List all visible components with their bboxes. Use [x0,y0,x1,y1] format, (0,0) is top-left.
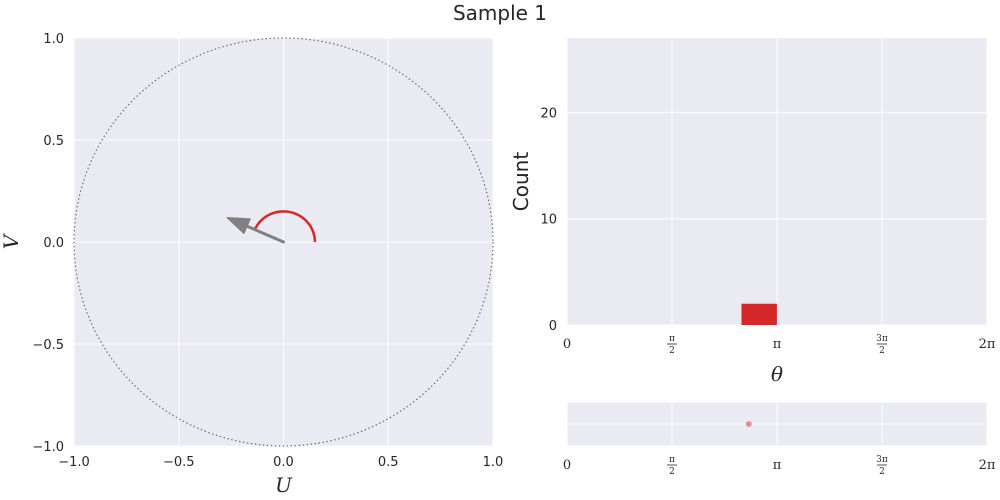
strip-point [745,421,752,427]
figure-title: Sample 1 [453,1,547,25]
vector-plot-y-tick-label: 1.0 [43,32,64,47]
strip-x-tick-label: π [773,458,782,473]
histogram-y-tick-label: 10 [540,213,557,228]
strip-x-tick-label-numerator: 3π [876,455,888,465]
vector-plot-x-tick-label: −0.5 [163,455,195,470]
strip-x-tick-label-denominator: 2 [669,467,675,477]
histogram-x-tick-label: 2π [979,337,996,352]
vector-arrow-shaft [245,224,285,244]
vector-plot-y-tick-label: −1.0 [32,440,64,455]
vector-arrow-head [226,217,251,235]
strip-x-tick-label-denominator: 2 [879,467,885,477]
histogram-y-tick-label: 0 [549,319,557,334]
strip-x-tick-label: π2 [667,455,677,477]
histogram-x-tick-label-numerator: π [669,334,675,344]
vector-plot-y-tick-label: −0.5 [32,338,64,353]
histogram-y-tick-label: 20 [540,106,557,121]
histogram-bar [741,303,777,325]
histogram-x-tick-label-numerator: 3π [876,334,888,344]
strip-x-tick-label: 3π2 [876,455,888,477]
histogram-x-tick-label: 0 [563,337,571,352]
vector-plot: −1.0 −0.5 0.0 0.5 1.0 −1.0 −0.5 0.0 0.5 1.0 U V [0,32,503,497]
histogram-x-tick-label-denominator: 2 [669,346,675,356]
histogram-y-axis-label: Count [509,152,533,212]
vector-plot-x-tick-label: 0.5 [378,455,399,470]
angle-strip: 0 π2 π 3π2 2π [563,401,996,477]
vector-plot-x-axis-label: U [275,473,293,497]
strip-x-tick-label: 2π [979,458,996,473]
unit-circle [73,37,494,447]
strip-x-tick-label-numerator: π [669,455,675,465]
vector-plot-x-tick-label: −1.0 [58,455,90,470]
histogram-x-tick-label-denominator: 2 [879,346,885,356]
vector-plot-x-tick-label: 1.0 [483,455,504,470]
histogram-x-axis-label: θ [771,362,783,386]
vector-plot-y-tick-label: 0.5 [43,134,64,149]
vector-plot-y-axis-label: V [0,232,23,249]
histogram-x-tick-label: π2 [667,334,677,356]
vector-plot-y-tick-label: 0.0 [43,236,64,251]
angle-arc [253,210,317,243]
histogram-x-tick-label: π [773,337,782,352]
histogram-x-tick-label: 3π2 [876,334,888,356]
vector-plot-x-tick-label: 0.0 [273,455,294,470]
strip-x-tick-label: 0 [563,458,571,473]
